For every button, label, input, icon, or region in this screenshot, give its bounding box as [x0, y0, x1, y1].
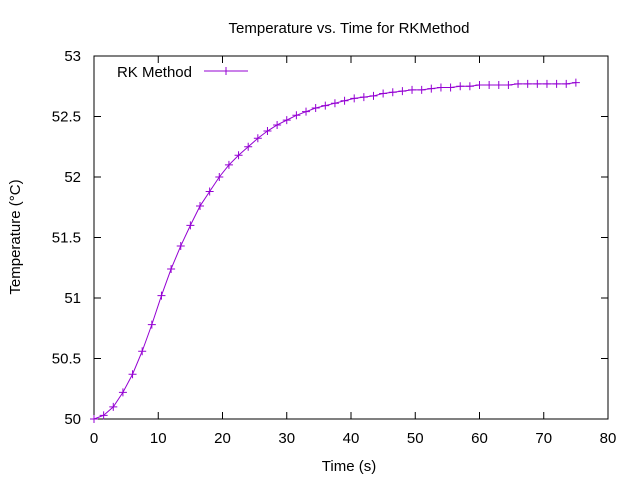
data-point-marker [369, 91, 378, 100]
data-point-marker [446, 83, 455, 92]
x-tick-label: 60 [471, 430, 488, 447]
data-point-marker [215, 173, 224, 181]
data-point-marker [408, 85, 417, 94]
data-point-marker [282, 116, 291, 125]
y-tick-label: 50 [64, 411, 81, 428]
x-axis-ticks: 0 10 20 30 40 50 60 70 80 [90, 56, 617, 447]
data-point-marker [157, 291, 166, 300]
chart-title: Temperature vs. Time for RKMethod [229, 20, 470, 37]
data-point-marker [176, 241, 185, 250]
data-point-marker [205, 187, 214, 196]
legend-marker [222, 67, 230, 75]
data-point-marker [273, 120, 282, 129]
x-tick-label: 30 [278, 430, 295, 447]
data-point-marker [118, 388, 127, 397]
y-tick-label: 52 [64, 169, 81, 186]
data-point-marker [90, 415, 98, 423]
x-tick-label: 0 [90, 430, 98, 447]
data-point-marker [379, 89, 388, 98]
x-tick-label: 40 [343, 430, 360, 447]
legend-sample [204, 67, 248, 75]
data-point-marker [571, 78, 580, 87]
data-point-marker [321, 101, 330, 110]
data-point-marker [427, 84, 436, 93]
data-point-marker [494, 81, 503, 90]
data-point-marker [292, 111, 301, 120]
y-tick-label: 50.5 [52, 351, 81, 368]
data-point-marker [196, 202, 205, 211]
y-tick-label: 51.5 [52, 230, 81, 247]
data-point-marker [359, 93, 368, 102]
data-point-marker [109, 402, 118, 411]
data-point-marker [533, 79, 542, 88]
series-line [93, 82, 576, 420]
y-axis-label: Temperature (°C) [7, 179, 24, 294]
legend: RK Method [117, 64, 248, 81]
data-point-marker [465, 82, 474, 91]
data-point-marker [562, 79, 571, 88]
data-point-marker [388, 88, 397, 97]
data-point-marker [311, 104, 320, 113]
data-point-marker [475, 81, 484, 90]
data-point-marker [330, 99, 339, 108]
data-point-marker [552, 79, 561, 88]
data-point-marker [244, 142, 253, 151]
data-point-marker [253, 134, 262, 143]
data-point-marker [167, 264, 176, 273]
data-point-marker [302, 107, 311, 116]
data-point-marker [436, 83, 445, 92]
y-tick-label: 53 [64, 48, 81, 65]
y-axis-ticks: 50 50.5 51 51.5 52 52.5 53 [52, 48, 608, 428]
x-tick-label: 70 [535, 430, 552, 447]
plot-area-frame [93, 55, 609, 420]
data-point-marker [350, 94, 359, 103]
data-point-marker [398, 87, 407, 96]
data-point-marker [417, 85, 426, 94]
data-point-marker [542, 79, 551, 88]
series-group [90, 78, 580, 423]
data-point-marker [128, 370, 137, 379]
data-point-marker [224, 160, 233, 169]
data-point-marker [485, 81, 494, 90]
legend-label: RK Method [117, 64, 192, 81]
x-tick-label: 10 [150, 430, 167, 447]
y-tick-label: 52.5 [52, 109, 81, 126]
data-point-marker [234, 151, 243, 160]
data-point-marker [456, 82, 465, 91]
data-point-marker [523, 79, 532, 88]
x-tick-label: 50 [407, 430, 424, 447]
data-point-marker [147, 320, 156, 329]
data-point-marker [504, 81, 513, 90]
x-tick-label: 20 [214, 430, 231, 447]
x-axis-label: Time (s) [322, 458, 376, 475]
data-point-marker [186, 221, 195, 230]
data-point-marker [99, 411, 108, 420]
data-point-marker [340, 96, 349, 105]
data-point-marker [138, 347, 147, 356]
y-tick-label: 51 [64, 290, 81, 307]
x-tick-label: 80 [600, 430, 617, 447]
data-point-marker [263, 127, 272, 136]
data-point-marker [514, 79, 523, 88]
